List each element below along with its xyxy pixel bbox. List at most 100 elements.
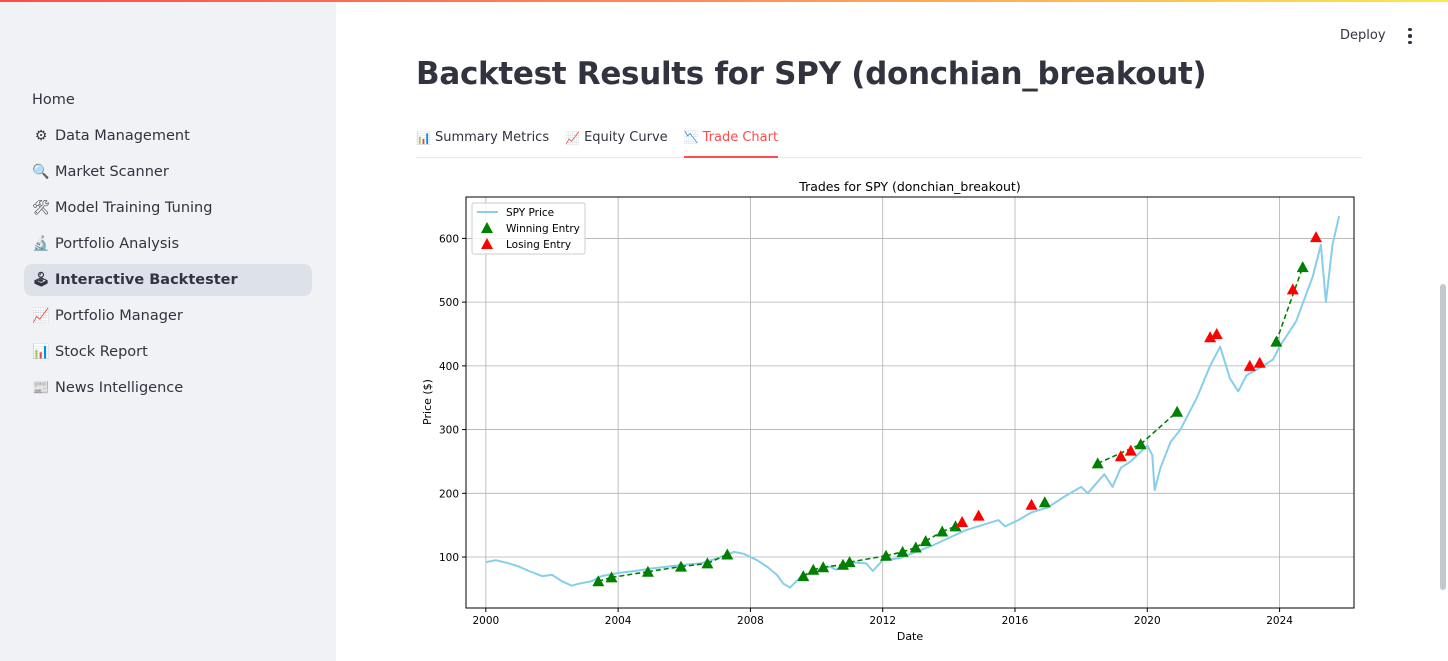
plot-frame: [465, 196, 1355, 609]
chart-decreasing-icon: 📉: [683, 130, 699, 144]
x-tick-label: 2008: [737, 615, 764, 627]
winning-entry-marker: [896, 545, 909, 557]
winning-entry-marker: [1296, 261, 1309, 273]
page-scrollbar[interactable]: [1440, 284, 1446, 590]
trade-segment: [1140, 411, 1178, 445]
joystick-icon: 🕹: [32, 272, 50, 288]
main-menu-icon[interactable]: [1399, 24, 1421, 48]
winning-entry-marker: [1091, 457, 1104, 469]
legend-label-price: SPY Price: [506, 207, 554, 219]
legend-swatch-loss: [481, 238, 493, 249]
y-tick-label: 300: [439, 425, 459, 437]
trade-chart: Trades for SPY (donchian_breakout) 2000 2…: [421, 179, 1355, 643]
microscope-icon: 🔬: [32, 236, 50, 252]
sidebar-item-stock-report[interactable]: 📊 Stock Report: [24, 336, 312, 368]
y-tick-label: 400: [439, 361, 459, 373]
sidebar-item-portfolio-analysis[interactable]: 🔬 Portfolio Analysis: [24, 228, 312, 260]
losing-entry-marker: [1204, 331, 1217, 343]
winning-entry-marker: [701, 557, 714, 569]
tab-trade-chart[interactable]: 📉 Trade Chart: [683, 118, 779, 158]
chart-grid: [466, 197, 1354, 608]
x-tick-label: 2012: [869, 615, 896, 627]
sidebar-item-label: Model Training Tuning: [55, 200, 213, 216]
winning-entry-marker: [1134, 438, 1147, 450]
losing-entry-marker: [1025, 498, 1038, 510]
legend-label-loss: Losing Entry: [506, 239, 571, 251]
trade-segments: [598, 266, 1304, 583]
x-tick-label: 2024: [1266, 615, 1293, 627]
trade-segment: [611, 570, 649, 579]
sidebar-item-label: Portfolio Analysis: [55, 236, 180, 252]
x-tick-label: 2000: [472, 615, 499, 627]
tools-icon: 🛠: [32, 200, 50, 216]
trade-segment: [680, 562, 708, 568]
x-axis-label: Date: [897, 630, 924, 643]
losing-entry-marker: [956, 516, 969, 527]
winning-entry-marker: [1270, 335, 1283, 347]
price-line: [485, 215, 1341, 589]
winning-entry-marker: [641, 565, 654, 577]
winning-entry-marker: [949, 520, 962, 532]
chart-increasing-icon: 📈: [32, 308, 50, 324]
chart-increasing-icon: 📈: [565, 130, 581, 145]
sidebar-item-label: Interactive Backtester: [55, 272, 238, 288]
winning-entry-marker: [1038, 496, 1051, 508]
winning-entry-marker: [592, 575, 605, 587]
winning-entry-marker: [797, 570, 810, 582]
sidebar-item-market-scanner[interactable]: 🔍 Market Scanner: [24, 156, 312, 188]
sidebar-item-interactive-backtester[interactable]: 🕹 Interactive Backtester: [24, 264, 312, 296]
x-axis-ticks: 2000 2004 2008 2012 2016 2020 2024: [472, 608, 1293, 627]
page-title: Backtest Results for SPY (donchian_break…: [416, 56, 1207, 92]
y-tick-label: 100: [439, 552, 459, 564]
sidebar-item-news-intelligence[interactable]: 📰 News Intelligence: [24, 372, 312, 404]
legend: SPY Price Winning Entry Losing Entry: [471, 202, 586, 255]
sidebar-item-label: Market Scanner: [55, 164, 169, 180]
y-axis-ticks: 100 200 300 400 500 600: [439, 233, 466, 564]
losing-entry-marker: [1253, 356, 1266, 368]
tab-label: Equity Curve: [584, 130, 668, 145]
sidebar: Home ⚙ Data Management 🔍 Market Scanner …: [0, 2, 336, 661]
tab-summary-metrics[interactable]: 📊 Summary Metrics: [416, 118, 549, 157]
y-tick-label: 500: [439, 297, 459, 309]
losing-entry-marker: [1124, 444, 1137, 456]
winning-entry-marker: [843, 556, 856, 568]
y-tick-label: 200: [439, 488, 459, 500]
tab-bar: 📊 Summary Metrics 📈 Equity Curve 📉 Trade…: [416, 118, 1362, 158]
losing-entry-marker: [1286, 283, 1299, 295]
top-decoration-bar: [0, 0, 1448, 2]
trade-segment: [849, 554, 887, 563]
gear-icon: ⚙: [34, 128, 48, 144]
losing-entry-marker: [1310, 231, 1322, 243]
sidebar-item-label: Home: [32, 92, 75, 108]
tab-label: Summary Metrics: [434, 130, 550, 145]
winning-entry-marker: [675, 560, 687, 572]
losing-entry-marker: [972, 509, 985, 521]
tab-equity-curve[interactable]: 📈 Equity Curve: [565, 118, 668, 157]
trade-segment: [1275, 266, 1304, 342]
price-series: [485, 215, 1341, 589]
winning-entry-marker: [880, 549, 892, 561]
sidebar-item-portfolio-manager[interactable]: 📈 Portfolio Manager: [24, 300, 312, 332]
magnifier-icon: 🔍: [32, 164, 50, 180]
losing-entry-marker: [1114, 450, 1127, 462]
newspaper-icon: 📰: [32, 380, 50, 396]
sidebar-item-label: Data Management: [55, 128, 190, 144]
y-axis-label: Price ($): [421, 379, 434, 425]
bar-chart-icon: 📊: [32, 344, 50, 360]
sidebar-nav: Home ⚙ Data Management 🔍 Market Scanner …: [24, 84, 312, 408]
winning-entry-marker: [919, 535, 932, 547]
winning-entry-marker: [1171, 405, 1184, 417]
deploy-button[interactable]: Deploy: [1340, 28, 1386, 43]
winning-entry-marker: [817, 561, 830, 573]
sidebar-item-model-training-tuning[interactable]: 🛠 Model Training Tuning: [24, 192, 312, 224]
x-tick-label: 2020: [1134, 615, 1161, 627]
x-tick-label: 2016: [1002, 615, 1029, 627]
legend-swatch-win: [481, 222, 493, 233]
sidebar-item-home[interactable]: Home: [24, 84, 312, 116]
bar-chart-icon: 📊: [416, 130, 431, 145]
losing-entry-marker: [1243, 359, 1256, 371]
legend-box: [471, 202, 586, 255]
sidebar-item-data-management[interactable]: ⚙ Data Management: [24, 120, 312, 152]
sidebar-item-label: News Intelligence: [55, 380, 184, 396]
trade-markers: [592, 231, 1322, 587]
